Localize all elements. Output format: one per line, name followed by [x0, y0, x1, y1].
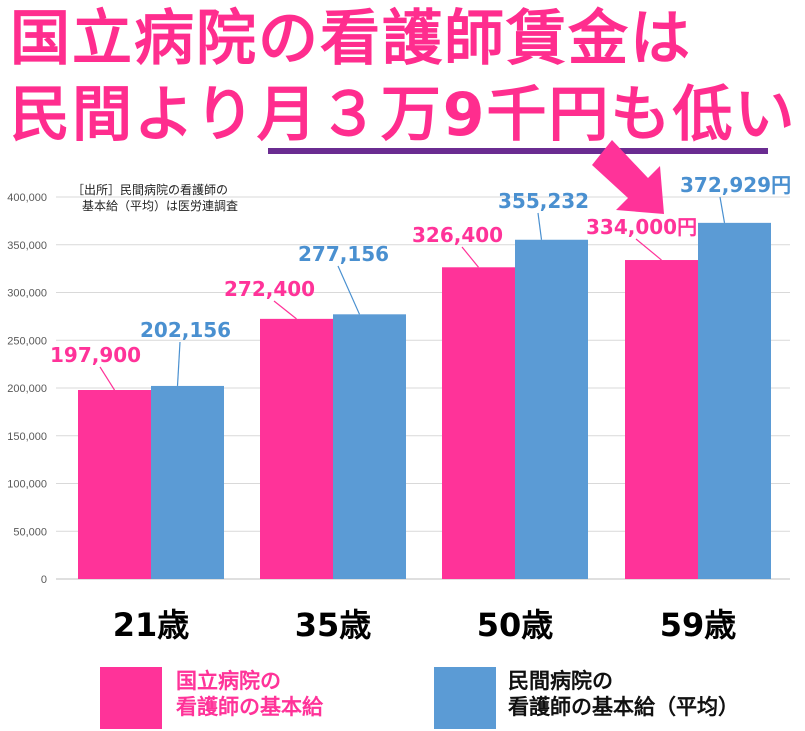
data-label: 326,400 [412, 223, 503, 247]
leader-line [719, 196, 726, 223]
bar-national [78, 390, 151, 579]
x-axis-categories: 21歳 35歳 50歳 59歳 [113, 606, 737, 644]
category-label: 59歳 [660, 606, 737, 644]
leader-line [537, 212, 543, 240]
y-tick-label: 100,000 [7, 479, 47, 491]
leader-line [273, 300, 297, 320]
data-label: 355,232 [498, 189, 589, 213]
headline-line-1: 国立病院の看護師賃金は [10, 4, 692, 74]
category-label: 21歳 [113, 606, 190, 644]
y-tick-label: 350,000 [7, 240, 47, 252]
leader-line [99, 366, 116, 391]
bar-national [442, 267, 515, 579]
label-leaders [99, 196, 726, 391]
bar-national [625, 260, 698, 579]
leader-line [337, 265, 361, 315]
y-tick-label: 300,000 [7, 288, 47, 300]
y-tick-label: 50,000 [13, 526, 47, 538]
bar-national [260, 318, 333, 579]
leader-line [461, 246, 479, 268]
y-axis-ticks: 0 50,000 100,000 150,000 200,000 250,000 300,0… [7, 192, 47, 586]
y-tick-label: 250,000 [7, 335, 47, 347]
y-tick-label: 0 [41, 574, 47, 586]
leader-line [176, 341, 181, 386]
annotation-arrow [592, 140, 664, 214]
legend-swatch-national [100, 667, 162, 729]
bar-private [333, 314, 406, 579]
y-tick-label: 400,000 [7, 192, 47, 204]
leader-line [635, 238, 662, 261]
headline-line-2: 民間より月３万9千円も低い [10, 80, 797, 150]
data-label: 202,156 [140, 318, 231, 342]
source-note: ［出所］民間病院の看護師の基本給（平均）は医労連調査 [72, 182, 292, 214]
bar-private [698, 222, 771, 580]
bars [78, 222, 771, 580]
data-label: 277,156 [298, 242, 389, 266]
source-note-line: ［出所］民間病院の看護師の [72, 183, 229, 197]
bar-private [151, 385, 224, 579]
source-note-line: 基本給（平均）は医労連調査 [82, 199, 239, 213]
category-label: 35歳 [295, 606, 372, 644]
category-label: 50歳 [477, 606, 554, 644]
headline-underline [268, 148, 768, 154]
data-label: 197,900 [50, 343, 141, 367]
bar-private [515, 239, 588, 580]
annotation-arrow-shape [592, 140, 664, 214]
data-label: 334,000円 [586, 215, 697, 239]
legend-swatch-private [434, 667, 496, 729]
data-label: 272,400 [224, 277, 315, 301]
y-tick-label: 200,000 [7, 383, 47, 395]
legend-label-national: 国立病院の 看護師の基本給 [176, 669, 323, 719]
legend-label-private: 民間病院の 看護師の基本給（平均） [508, 669, 739, 719]
y-tick-label: 150,000 [7, 431, 47, 443]
data-label: 372,929円 [680, 173, 791, 197]
